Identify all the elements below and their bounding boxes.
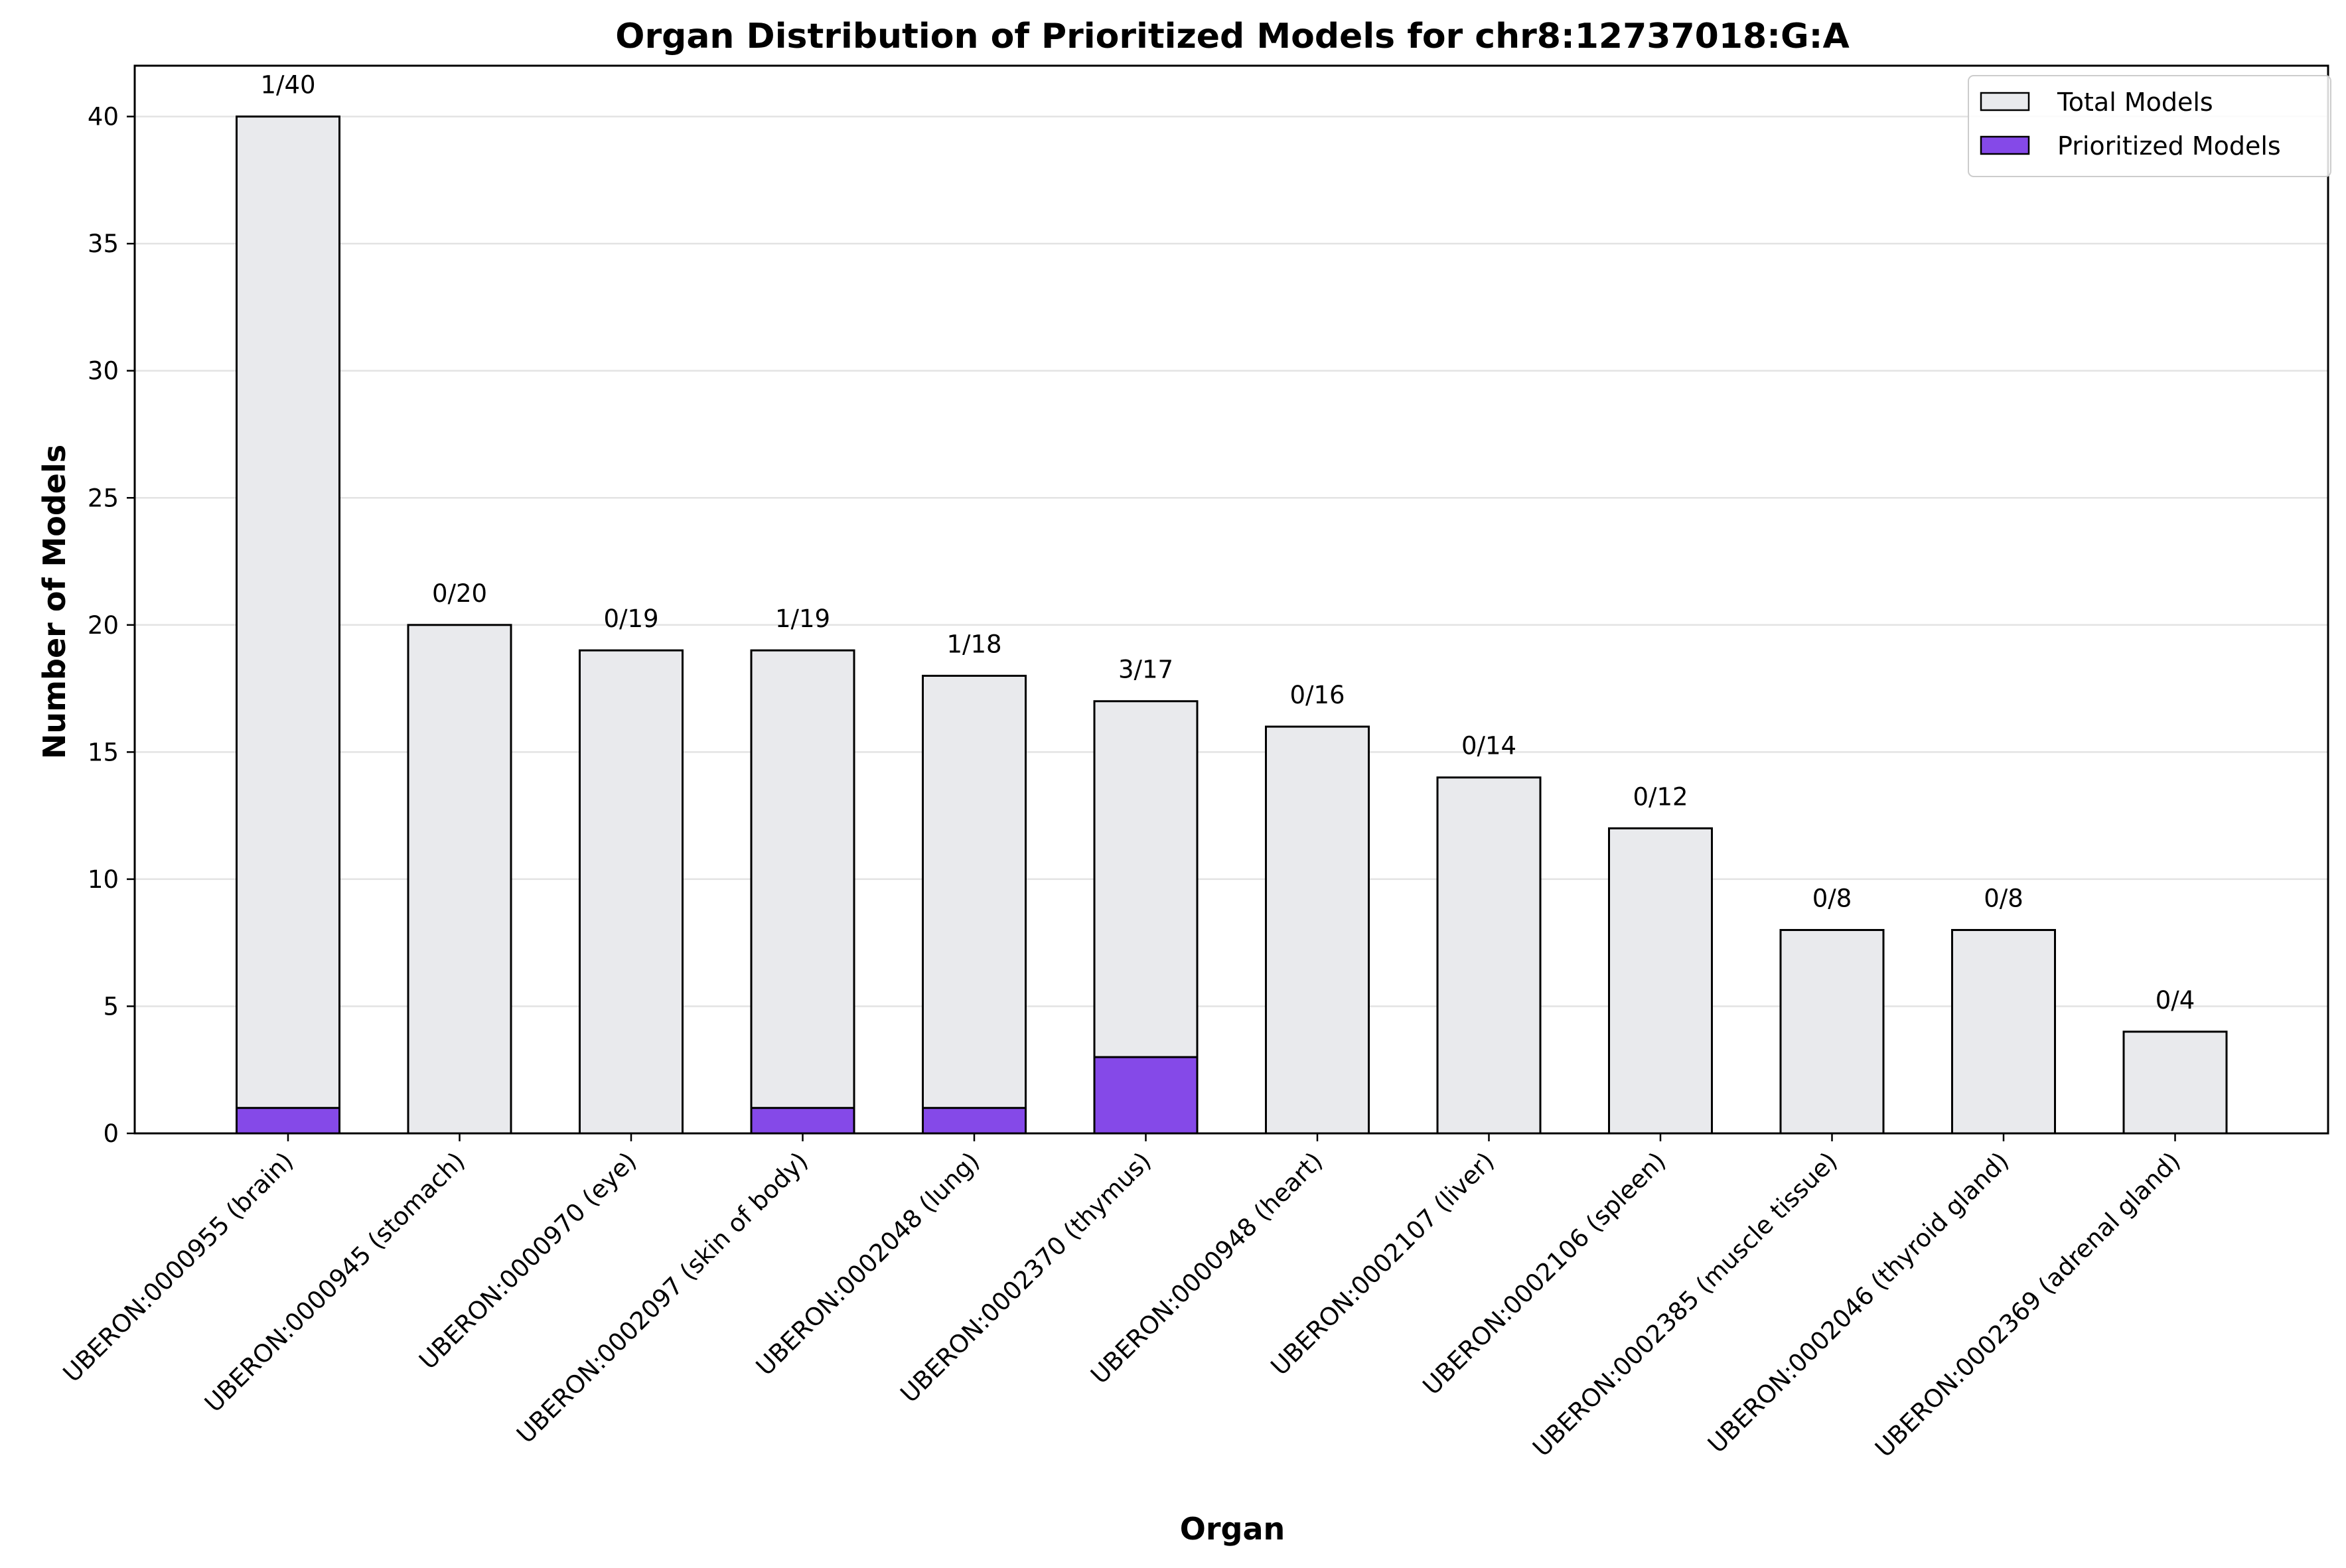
- bar-annotation: 0/14: [1461, 732, 1516, 760]
- y-tick-label: 20: [88, 611, 119, 640]
- legend-box: [1968, 75, 2331, 177]
- legend-swatch-total-models: [1980, 92, 2030, 111]
- y-axis-label: Number of Models: [37, 445, 72, 759]
- bar-annotation: 1/40: [260, 71, 315, 100]
- bar-annotation: 0/4: [2156, 986, 2195, 1015]
- bar-total-models: [750, 649, 855, 1135]
- bar-prioritized-models: [1093, 1056, 1199, 1135]
- y-tick-label: 0: [103, 1119, 119, 1148]
- plot-area-frame: [133, 64, 2329, 1135]
- bar-total-models: [1779, 929, 1885, 1135]
- bar-total-models: [236, 115, 340, 1135]
- bar-total-models: [1436, 776, 1542, 1135]
- y-tick-label: 5: [103, 992, 119, 1021]
- bar-annotation: 0/16: [1289, 681, 1345, 709]
- bar-total-models: [407, 624, 512, 1135]
- bar-annotation: 0/8: [1812, 885, 1852, 913]
- y-tick-label: 30: [88, 357, 119, 386]
- bar-annotation: 0/12: [1633, 782, 1688, 811]
- bar-annotation: 0/20: [432, 579, 487, 608]
- bar-total-models: [1951, 929, 2056, 1135]
- bar-total-models: [2122, 1031, 2228, 1135]
- bar-total-models: [922, 674, 1027, 1135]
- y-tick-label: 25: [88, 484, 119, 512]
- bars: [236, 115, 2228, 1135]
- chart-title: Organ Distribution of Prioritized Models…: [615, 17, 1849, 56]
- legend: Total Models Prioritized Models: [1968, 75, 2331, 177]
- bar-annotation: 0/8: [1984, 885, 2023, 913]
- y-axis-ticks: 0 5 10 15 20 25 30 35 40: [88, 103, 135, 1148]
- y-tick-label: 40: [88, 103, 119, 131]
- bar-annotation: 0/19: [603, 605, 658, 633]
- bar-total-models: [579, 649, 684, 1135]
- legend-label-prioritized-models: Prioritized Models: [2057, 131, 2281, 161]
- x-axis-label: Organ: [1180, 1511, 1285, 1547]
- bar-prioritized-models: [922, 1107, 1027, 1135]
- bar-annotations: 1/40 0/20 0/19 1/19 1/18 3/17 0/16 0/14 0/12 0/8 0…: [260, 71, 2195, 1015]
- bar-annotation: 1/18: [946, 630, 1001, 658]
- bar-annotation: 3/17: [1118, 656, 1173, 684]
- bar-annotation: 1/19: [775, 605, 830, 633]
- legend-swatch-prioritized-models: [1980, 135, 2030, 155]
- bar-prioritized-models: [750, 1107, 855, 1135]
- y-tick-label: 35: [88, 230, 119, 258]
- legend-label-total-models: Total Models: [2057, 88, 2213, 117]
- bar-prioritized-models: [236, 1107, 340, 1135]
- y-tick-label: 10: [88, 865, 119, 894]
- y-tick-label: 15: [88, 738, 119, 766]
- bar-total-models: [1265, 725, 1370, 1135]
- bar-total-models: [1608, 827, 1713, 1135]
